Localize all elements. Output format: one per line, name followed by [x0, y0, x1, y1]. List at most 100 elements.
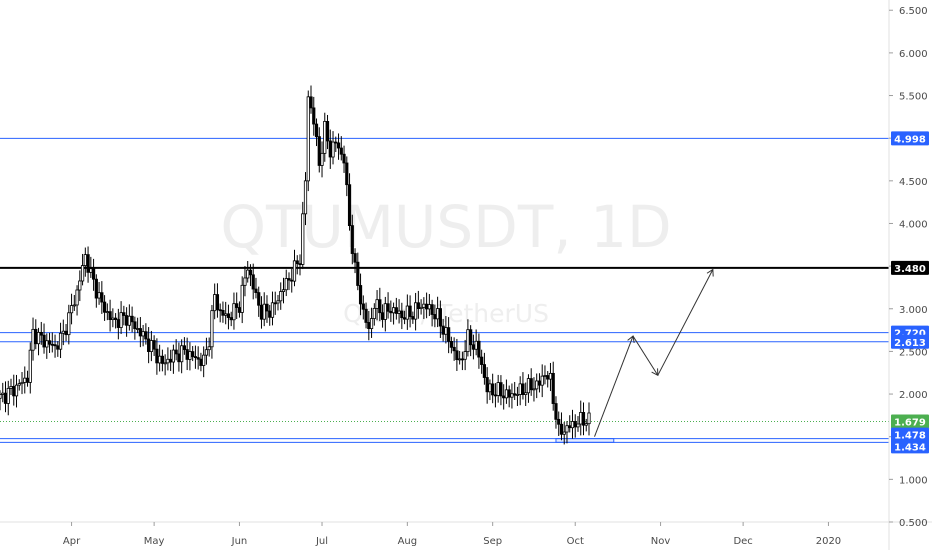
candle-body [270, 302, 275, 318]
candle-body [452, 346, 456, 352]
candle-body [419, 306, 423, 309]
candle-body [94, 278, 98, 299]
candle-body [375, 299, 379, 309]
candle-body [342, 153, 346, 164]
candle-body [97, 292, 101, 299]
candle-body [562, 431, 566, 435]
candle-body [75, 289, 79, 306]
candle-body [292, 260, 297, 282]
candle-body [174, 349, 178, 355]
candle-body [14, 384, 19, 397]
candle-body [391, 307, 396, 314]
candle-body [226, 313, 231, 318]
projection-path [594, 268, 714, 437]
candle-body [119, 312, 123, 328]
candle-body [125, 315, 129, 326]
y-tick-label: 6.500 [899, 6, 928, 17]
candle-body [422, 303, 426, 308]
candle-body [295, 260, 299, 265]
candle-body [554, 403, 558, 420]
price-tag-label: 1.478 [894, 431, 926, 442]
candle-body [482, 364, 487, 378]
y-tick-label: 5.500 [899, 92, 928, 103]
candle-body [188, 351, 192, 360]
candle-body [540, 375, 544, 386]
candle-body [12, 386, 16, 397]
candle-body [312, 107, 316, 125]
candle-body [265, 303, 269, 312]
candle-body [254, 288, 258, 293]
candle-body [136, 328, 140, 330]
candle-body [499, 382, 503, 397]
candle-body [69, 305, 74, 314]
candle-body [122, 312, 126, 316]
candle-body [303, 180, 308, 215]
candle-body [466, 329, 470, 353]
candle-body [284, 278, 288, 291]
candle-body [408, 305, 412, 317]
x-tick-label: Nov [651, 536, 671, 547]
candle-body [526, 378, 531, 394]
candle-body [34, 328, 38, 345]
candle-body [378, 299, 382, 314]
candle-body [31, 328, 35, 351]
candle-body [232, 303, 236, 321]
candle-body [28, 349, 32, 383]
candle-body [193, 356, 198, 359]
candle-body [389, 310, 393, 314]
candle-body [320, 152, 324, 166]
candle-body [138, 328, 142, 337]
candle-body [546, 375, 550, 380]
candle-body [579, 412, 583, 425]
y-tick-label: 2.000 [899, 390, 928, 401]
y-tick-label: 2.500 [899, 347, 928, 358]
candle-body [380, 312, 385, 320]
price-tag [891, 334, 929, 349]
candle-body [83, 254, 87, 266]
candle-body [383, 303, 387, 320]
candle-body [251, 274, 255, 290]
candle-body [180, 345, 184, 363]
x-tick-label: Dec [733, 536, 752, 547]
price-tag-label: 4.998 [894, 134, 926, 145]
y-tick-label: 3.000 [899, 305, 928, 316]
candle-body [279, 291, 283, 302]
candle-body [185, 349, 189, 360]
x-tick-label: Aug [398, 536, 418, 547]
candle-body [436, 308, 440, 320]
candle-body [469, 329, 473, 346]
price-tag-label: 1.679 [894, 417, 926, 428]
candle-body [557, 418, 561, 425]
candle-body [100, 292, 104, 303]
candle-body [356, 261, 360, 286]
candle-body [339, 147, 343, 155]
candle-body [504, 389, 509, 399]
candle-body [25, 377, 30, 383]
candle-body [515, 394, 520, 396]
x-tick-label: Apr [63, 536, 81, 547]
candle-body [480, 356, 484, 365]
candle-body [347, 184, 352, 226]
candle-body [53, 344, 57, 347]
candle-body [433, 314, 437, 320]
candle-body [149, 340, 153, 352]
candle-body [202, 354, 206, 366]
time-axis[interactable]: Apr May Jun Jul Aug Sep Oct Nov Dec 2020 [63, 522, 841, 547]
candle-body [89, 268, 93, 273]
candle-body [364, 308, 368, 323]
candle-body [529, 378, 533, 391]
candle-body [430, 304, 434, 315]
candle-body [177, 353, 181, 363]
candle-body [358, 285, 363, 305]
candle-body [243, 277, 247, 286]
y-tick-label: 1.000 [899, 475, 928, 486]
candle-body [50, 343, 54, 346]
candle-body [221, 309, 225, 316]
y-tick-label: 4.000 [899, 219, 928, 230]
candle-body [427, 304, 431, 310]
candle-body [58, 332, 63, 350]
arrowhead [651, 368, 659, 377]
